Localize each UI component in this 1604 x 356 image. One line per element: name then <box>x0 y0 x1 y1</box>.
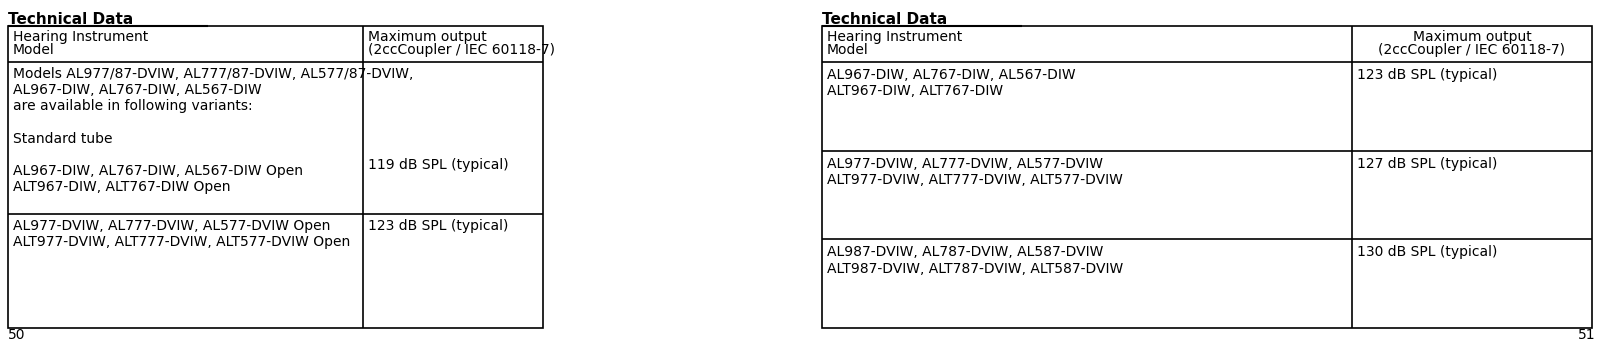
Text: 119 dB SPL (typical): 119 dB SPL (typical) <box>367 158 508 172</box>
Text: Models AL977/87-DVIW, AL777/87-DVIW, AL577/87-DVIW,
AL967-DIW, AL767-DIW, AL567-: Models AL977/87-DVIW, AL777/87-DVIW, AL5… <box>13 67 414 194</box>
Text: Technical Data: Technical Data <box>8 12 133 27</box>
Text: Model: Model <box>13 43 55 57</box>
Text: 130 dB SPL (typical): 130 dB SPL (typical) <box>1357 245 1498 259</box>
Text: 127 dB SPL (typical): 127 dB SPL (typical) <box>1357 157 1498 171</box>
Text: Hearing Instrument: Hearing Instrument <box>13 30 148 44</box>
Text: 50: 50 <box>8 328 26 342</box>
Text: AL977-DVIW, AL777-DVIW, AL577-DVIW Open
ALT977-DVIW, ALT777-DVIW, ALT577-DVIW Op: AL977-DVIW, AL777-DVIW, AL577-DVIW Open … <box>13 219 350 249</box>
Text: (2ccCoupler / IEC 60118-7): (2ccCoupler / IEC 60118-7) <box>1378 43 1566 57</box>
Text: Maximum output: Maximum output <box>1413 30 1532 44</box>
Text: 123 dB SPL (typical): 123 dB SPL (typical) <box>1357 68 1498 82</box>
Text: Maximum output: Maximum output <box>367 30 486 44</box>
Text: 51: 51 <box>1578 328 1596 342</box>
Bar <box>821 26 1593 328</box>
Text: (2ccCoupler / IEC 60118-7): (2ccCoupler / IEC 60118-7) <box>367 43 555 57</box>
Bar <box>8 26 544 328</box>
Text: Technical Data: Technical Data <box>821 12 948 27</box>
Text: Hearing Instrument: Hearing Instrument <box>828 30 962 44</box>
Text: Model: Model <box>828 43 869 57</box>
Text: AL967-DIW, AL767-DIW, AL567-DIW
ALT967-DIW, ALT767-DIW: AL967-DIW, AL767-DIW, AL567-DIW ALT967-D… <box>828 68 1076 98</box>
Text: AL977-DVIW, AL777-DVIW, AL577-DVIW
ALT977-DVIW, ALT777-DVIW, ALT577-DVIW: AL977-DVIW, AL777-DVIW, AL577-DVIW ALT97… <box>828 157 1123 187</box>
Text: 123 dB SPL (typical): 123 dB SPL (typical) <box>367 219 508 233</box>
Text: AL987-DVIW, AL787-DVIW, AL587-DVIW
ALT987-DVIW, ALT787-DVIW, ALT587-DVIW: AL987-DVIW, AL787-DVIW, AL587-DVIW ALT98… <box>828 245 1123 276</box>
